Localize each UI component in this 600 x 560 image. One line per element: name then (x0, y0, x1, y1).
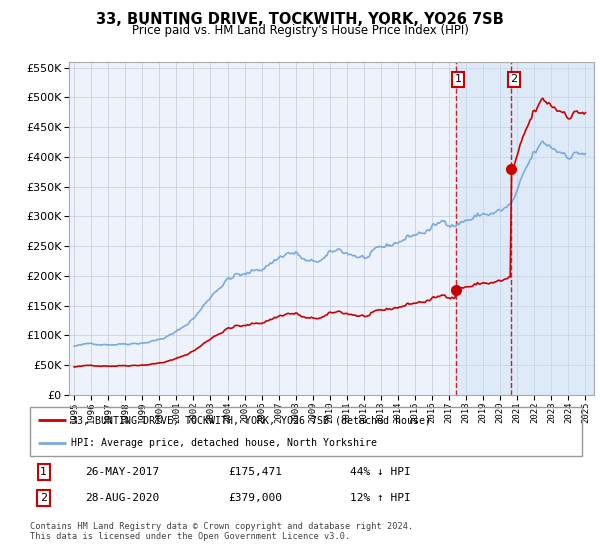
Text: 33, BUNTING DRIVE, TOCKWITH, YORK, YO26 7SB: 33, BUNTING DRIVE, TOCKWITH, YORK, YO26 … (96, 12, 504, 27)
Text: 28-AUG-2020: 28-AUG-2020 (85, 493, 160, 503)
Text: 33, BUNTING DRIVE, TOCKWITH, YORK, YO26 7SB (detached house): 33, BUNTING DRIVE, TOCKWITH, YORK, YO26 … (71, 416, 431, 426)
Text: Contains HM Land Registry data © Crown copyright and database right 2024.
This d: Contains HM Land Registry data © Crown c… (30, 522, 413, 542)
Text: 26-MAY-2017: 26-MAY-2017 (85, 467, 160, 477)
Text: £379,000: £379,000 (229, 493, 283, 503)
Text: 44% ↓ HPI: 44% ↓ HPI (350, 467, 411, 477)
Text: Price paid vs. HM Land Registry's House Price Index (HPI): Price paid vs. HM Land Registry's House … (131, 24, 469, 36)
Text: HPI: Average price, detached house, North Yorkshire: HPI: Average price, detached house, Nort… (71, 438, 377, 448)
Bar (511, 62, 594, 395)
Text: 12% ↑ HPI: 12% ↑ HPI (350, 493, 411, 503)
Text: 2: 2 (40, 493, 47, 503)
Text: 1: 1 (40, 467, 47, 477)
Bar (455, 62, 511, 395)
Text: 2: 2 (511, 74, 517, 85)
Text: 1: 1 (455, 74, 461, 85)
Text: £175,471: £175,471 (229, 467, 283, 477)
